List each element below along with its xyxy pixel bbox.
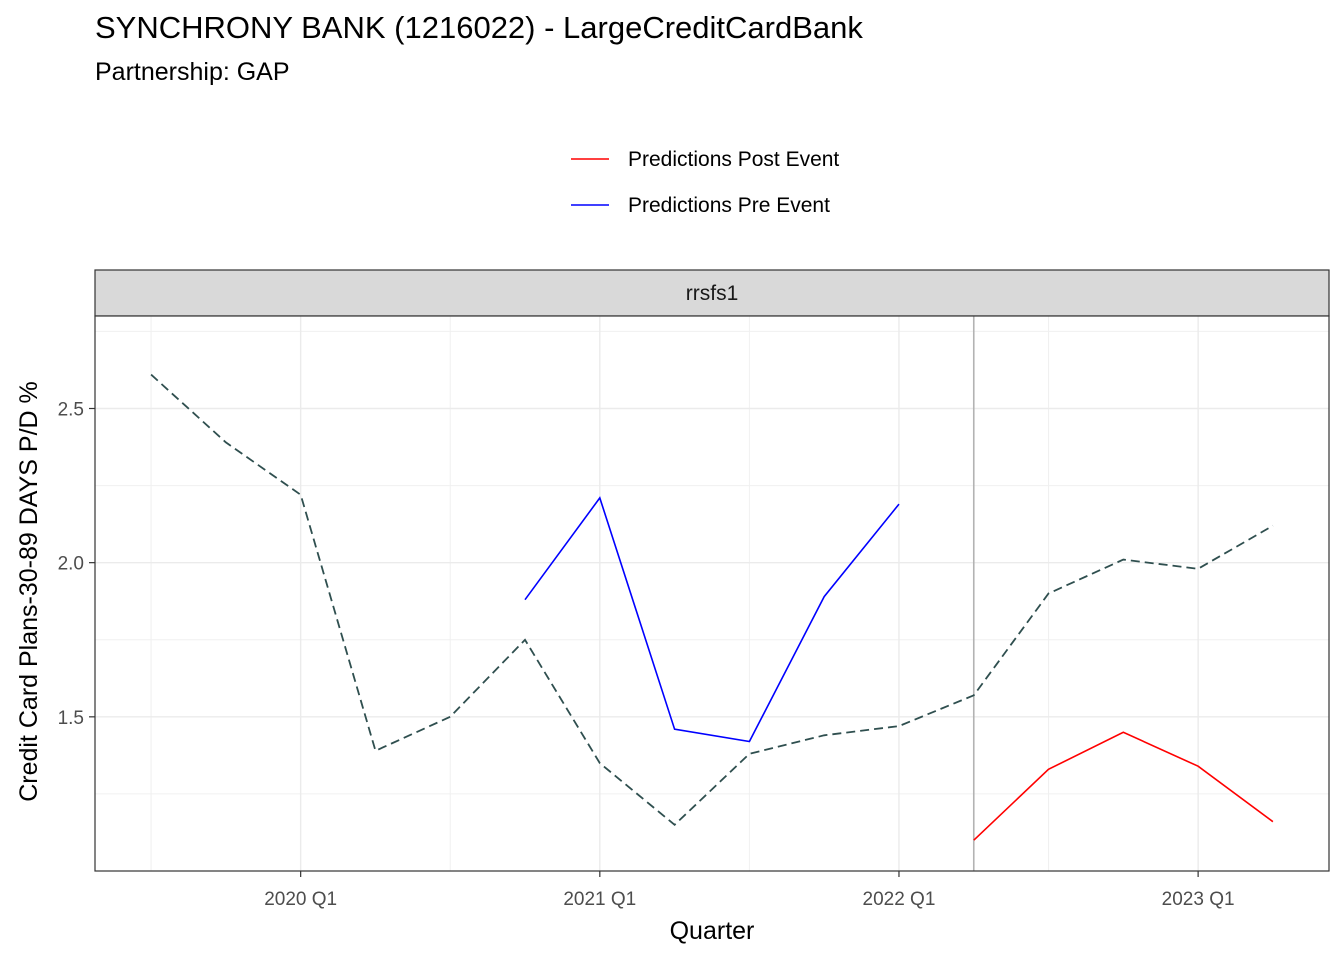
x-axis-ticks: 2020 Q1 2021 Q1 2022 Q1 2023 Q1 [264,871,1235,910]
series-pre-event-line [524,496,900,743]
chart-title: SYNCHRONY BANK (1216022) - LargeCreditCa… [95,10,863,45]
series-actual-line [150,373,1274,827]
facet-strip: rrsfs1 [94,269,1330,317]
legend-label: Predictions Pre Event [628,194,830,217]
series-post-event-line [973,731,1274,841]
legend: Predictions Post Event Predictions Pre Ev… [571,148,839,217]
x-tick-label: 2022 Q1 [863,889,936,910]
y-tick-label: 1.5 [58,708,84,729]
facet-strip-bg [94,269,1330,317]
y-tick-label: 2.0 [58,554,84,575]
legend-label: Predictions Post Event [628,148,839,171]
y-axis-title: Credit Card Plans-30-89 DAYS P/D % [15,381,43,802]
series-layer [150,373,1274,841]
x-axis-title: Quarter [670,917,755,945]
facet-strip-label: rrsfs1 [686,282,739,305]
x-tick-label: 2021 Q1 [563,889,636,910]
y-tick-label: 2.5 [58,400,84,421]
panel-frame [94,315,1330,872]
chart-subtitle: Partnership: GAP [95,58,290,86]
x-tick-label: 2020 Q1 [264,889,337,910]
x-tick-label: 2023 Q1 [1162,889,1235,910]
y-axis-ticks: 1.5 2.0 2.5 [58,400,95,729]
grid-lines [95,316,1329,871]
panel-border [94,315,1330,872]
